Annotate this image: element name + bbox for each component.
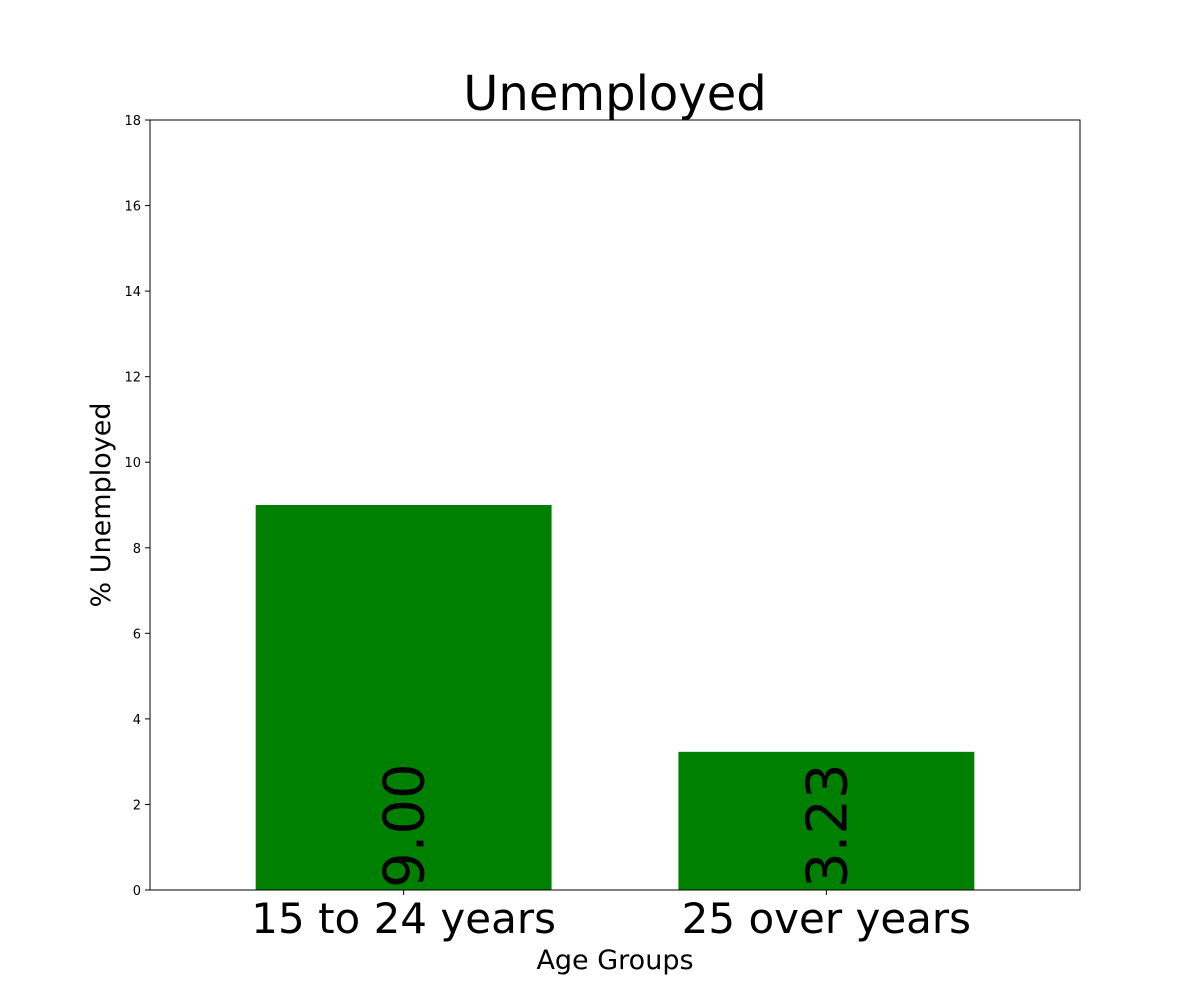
- bar: [255, 505, 552, 890]
- x-tick-label: 25 over years: [682, 894, 971, 943]
- plot-area: 0 2 4 6 8 10 12 14 16 18 15 to 24 years 25 over yea…: [124, 114, 1081, 943]
- x-axis-title: Age Groups: [536, 945, 693, 976]
- bar-value-label: 9.00: [373, 763, 438, 888]
- y-tick-label: 14: [124, 285, 141, 300]
- plot-frame: [149, 119, 1081, 891]
- y-tick-label: 18: [124, 114, 141, 129]
- y-tick-label: 8: [133, 542, 141, 557]
- y-tick-label: 16: [124, 200, 141, 215]
- y-tick-label: 6: [133, 627, 141, 642]
- y-tick-label: 0: [133, 884, 141, 899]
- chart-title: Unemployed: [463, 66, 766, 122]
- bar-value-label: 3.23: [795, 763, 860, 888]
- y-tick-label: 2: [133, 798, 141, 813]
- y-tick-label: 4: [133, 713, 141, 728]
- y-tick-label: 10: [124, 456, 141, 471]
- x-tick-label: 15 to 24 years: [251, 894, 556, 943]
- bar: [678, 751, 975, 890]
- y-axis-title: % Unemployed: [86, 403, 117, 608]
- y-tick-label: 12: [124, 371, 141, 386]
